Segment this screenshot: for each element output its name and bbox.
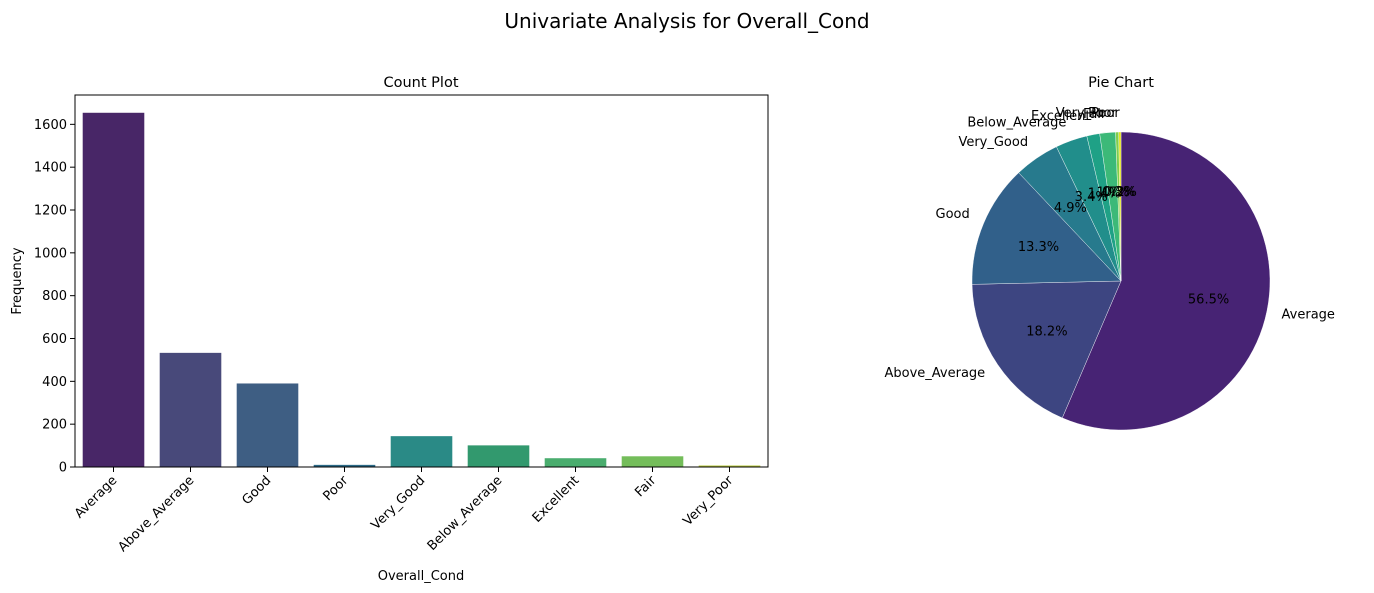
pie-percent-label: 3.4% <box>1075 190 1108 205</box>
x-tick-label: Very_Poor <box>680 473 736 529</box>
pie-percent-label: 4.9% <box>1054 201 1087 216</box>
x-tick-label: Above_Average <box>116 473 198 555</box>
pie-slice <box>1118 131 1122 282</box>
pie-category-label: Poor <box>1088 106 1117 121</box>
bar <box>82 112 145 467</box>
y-tick-label: 1200 <box>34 204 67 219</box>
bar <box>544 458 607 467</box>
bar <box>313 464 376 467</box>
bar <box>159 352 222 467</box>
pie-category-label: Very_Poor <box>1056 106 1121 121</box>
count-plot-title: Count Plot <box>384 75 459 91</box>
pie-percent-label: 56.5% <box>1188 292 1229 307</box>
y-tick-label: 0 <box>59 461 67 476</box>
bars <box>82 112 761 467</box>
y-tick-label: 1600 <box>34 118 67 133</box>
bar <box>698 465 761 467</box>
y-tick-label: 600 <box>42 332 67 347</box>
pie-category-label: Average <box>1282 307 1335 322</box>
count-plot: Count Plot 0 200 400 600 800 1000 1200 1400 1600… <box>10 75 769 584</box>
y-tick-label: 1400 <box>34 161 67 176</box>
pie-slice <box>1061 131 1271 431</box>
pie-chart: Pie Chart Average 56.5% Above_Average 18.2%… <box>884 75 1335 431</box>
pie-slice <box>971 280 1122 419</box>
pie-percent-label: 0.2% <box>1104 185 1137 200</box>
pie-chart-title: Pie Chart <box>1088 75 1154 91</box>
bar <box>390 436 453 467</box>
bar <box>621 456 684 467</box>
bar <box>467 445 530 467</box>
figure-title: Univariate Analysis for Overall_Cond <box>504 9 869 33</box>
pie-labels: Average 56.5% Above_Average 18.2% Good 13.3% V… <box>884 106 1334 381</box>
plot-frame <box>74 94 769 468</box>
pie-percent-label: 1.4% <box>1088 187 1121 202</box>
x-tick-label: Good <box>240 473 275 508</box>
pie-percent-label: 0.3% <box>1102 185 1135 200</box>
pie-category-label: Very_Good <box>958 135 1028 150</box>
pie-category-label: Above_Average <box>884 366 985 381</box>
x-tick-label: Very_Good <box>368 473 428 533</box>
bar <box>236 383 299 467</box>
pie-category-label: Excellent <box>1031 109 1090 124</box>
x-tick-label: Fair <box>632 473 659 500</box>
y-axis-ticks: 0 200 400 600 800 1000 1200 1400 1600 <box>34 118 75 476</box>
pie-slices <box>971 131 1271 431</box>
pie-slice <box>971 172 1122 285</box>
x-tick-label: Average <box>72 473 120 521</box>
pie-category-label: Fair <box>1083 107 1107 122</box>
pie-percent-label: 18.2% <box>1026 325 1067 340</box>
y-axis-label: Frequency <box>10 247 25 314</box>
pie-percent-label: 1.7% <box>1096 185 1129 200</box>
x-tick-label: Poor <box>320 473 351 504</box>
pie-category-label: Below_Average <box>967 115 1066 130</box>
x-axis-label: Overall_Cond <box>378 569 464 584</box>
y-tick-label: 200 <box>42 418 67 433</box>
pie-percent-label: 13.3% <box>1018 240 1059 255</box>
x-tick-label: Below_Average <box>425 473 506 554</box>
y-tick-label: 800 <box>42 289 67 304</box>
y-tick-label: 400 <box>42 375 67 390</box>
x-tick-label: Excellent <box>530 473 583 526</box>
pie-category-label: Good <box>936 207 970 222</box>
y-tick-label: 1000 <box>34 246 67 261</box>
